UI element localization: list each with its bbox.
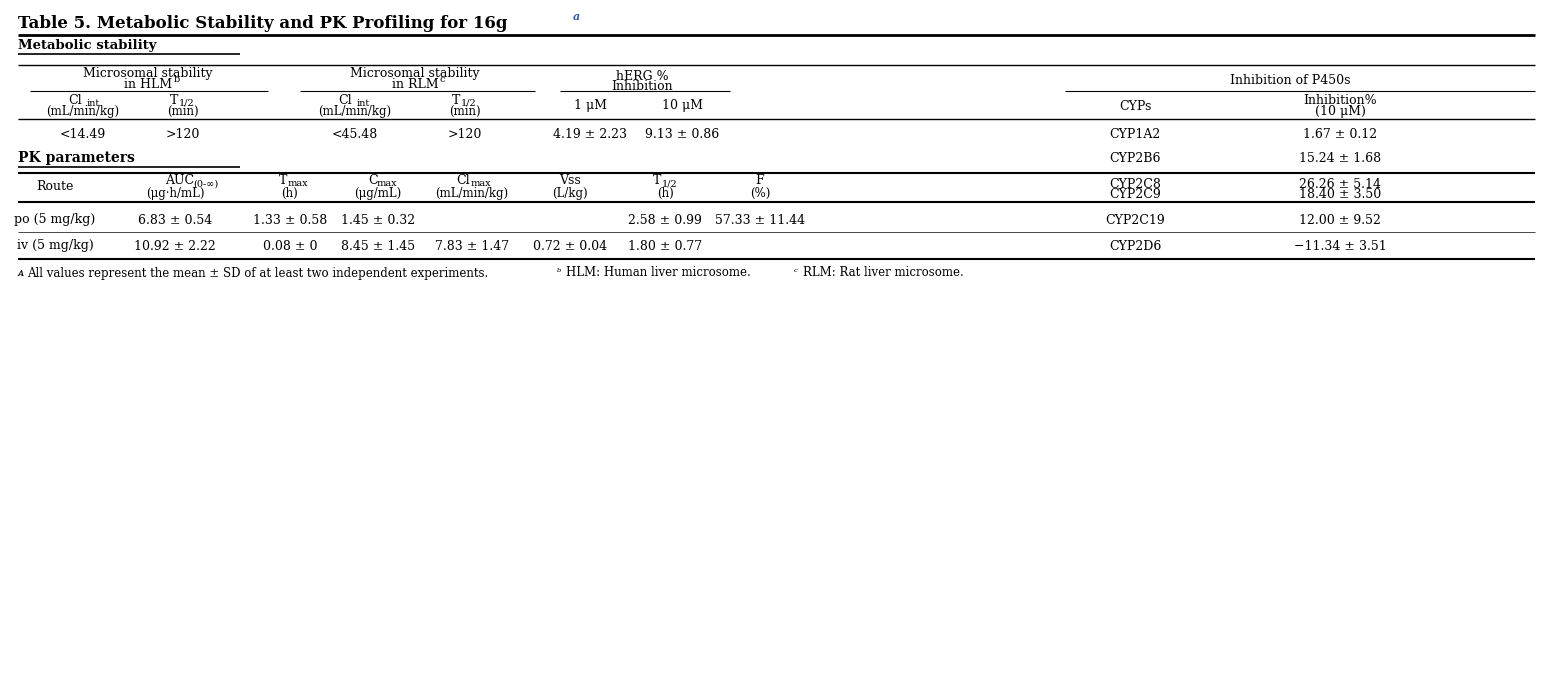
Text: 1.80 ± 0.77: 1.80 ± 0.77 [628,240,702,253]
Text: a: a [574,10,580,21]
Text: CYP2C8: CYP2C8 [1110,178,1161,191]
Text: Inhibition of P450s: Inhibition of P450s [1229,74,1350,87]
Text: (mL/min/kg): (mL/min/kg) [46,104,119,117]
Text: 4.19 ± 2.23: 4.19 ± 2.23 [553,128,628,141]
Text: 18.40 ± 3.50: 18.40 ± 3.50 [1299,188,1381,201]
Text: in RLM: in RLM [392,77,439,91]
Text: 1.33 ± 0.58: 1.33 ± 0.58 [253,214,327,227]
Text: po (5 mg/kg): po (5 mg/kg) [14,214,96,227]
Text: F: F [756,174,764,188]
Text: 9.13 ± 0.86: 9.13 ± 0.86 [645,128,719,141]
Text: (0-∞): (0-∞) [194,180,219,189]
Text: (μg/mL): (μg/mL) [355,186,401,199]
Text: RLM: Rat liver microsome.: RLM: Rat liver microsome. [803,266,964,279]
Text: All values represent the mean ± SD of at least two independent experiments.: All values represent the mean ± SD of at… [26,266,491,279]
Text: (10 μM): (10 μM) [1314,104,1366,117]
Text: T: T [653,174,662,188]
Text: 1/2: 1/2 [178,98,195,107]
Text: Inhibition: Inhibition [611,79,673,92]
Text: max: max [471,180,491,189]
Text: 0.72 ± 0.04: 0.72 ± 0.04 [533,240,608,253]
Text: Metabolic stability: Metabolic stability [19,40,157,53]
Text: 1/2: 1/2 [662,180,677,189]
Text: 2.58 ± 0.99: 2.58 ± 0.99 [628,214,702,227]
Text: ᶜ: ᶜ [794,268,798,278]
Text: CYP2D6: CYP2D6 [1108,240,1161,253]
Text: (%): (%) [750,186,770,199]
Text: (mL/min/kg): (mL/min/kg) [436,186,508,199]
Text: 1 μM: 1 μM [574,100,606,113]
Text: Cl: Cl [68,94,82,107]
Text: 7.83 ± 1.47: 7.83 ± 1.47 [436,240,508,253]
Text: iv (5 mg/kg): iv (5 mg/kg) [17,240,93,253]
Text: (h): (h) [657,186,673,199]
Text: (μg·h/mL): (μg·h/mL) [146,186,205,199]
Text: Cl: Cl [456,174,470,188]
Text: ᴀ: ᴀ [19,268,25,278]
Text: (h): (h) [282,186,298,199]
Text: 15.24 ± 1.68: 15.24 ± 1.68 [1299,152,1381,165]
Text: int: int [87,98,101,107]
Text: CYP1A2: CYP1A2 [1110,128,1161,141]
Text: Microsomal stability: Microsomal stability [84,66,212,79]
Text: Microsomal stability: Microsomal stability [350,66,480,79]
Text: 6.83 ± 0.54: 6.83 ± 0.54 [138,214,212,227]
Text: c: c [440,76,445,85]
Text: (L/kg): (L/kg) [552,186,587,199]
Text: max: max [377,180,398,189]
Text: −11.34 ± 3.51: −11.34 ± 3.51 [1294,240,1386,253]
Text: max: max [288,180,308,189]
Text: (mL/min/kg): (mL/min/kg) [318,104,392,117]
Text: T: T [170,94,178,107]
Text: ᵇ: ᵇ [556,268,561,278]
Text: 1/2: 1/2 [460,98,477,107]
Text: C: C [367,174,378,188]
Text: 12.00 ± 9.52: 12.00 ± 9.52 [1299,214,1381,227]
Text: CYP2C19: CYP2C19 [1105,214,1166,227]
Text: <45.48: <45.48 [332,128,378,141]
Text: (min): (min) [167,104,198,117]
Text: 10 μM: 10 μM [662,100,702,113]
Text: HLM: Human liver microsome.: HLM: Human liver microsome. [566,266,755,279]
Text: AUC: AUC [164,174,194,188]
Text: (min): (min) [449,104,480,117]
Text: PK parameters: PK parameters [19,151,135,165]
Text: in HLM: in HLM [124,77,172,91]
Text: Table 5. Metabolic Stability and PK Profiling for 16g: Table 5. Metabolic Stability and PK Prof… [19,14,507,31]
Text: >120: >120 [166,128,200,141]
Text: T: T [279,174,287,188]
Text: 0.08 ± 0: 0.08 ± 0 [264,240,318,253]
Text: 10.92 ± 2.22: 10.92 ± 2.22 [135,240,215,253]
Text: <14.49: <14.49 [60,128,105,141]
Text: CYP2B6: CYP2B6 [1110,152,1161,165]
Text: b: b [174,76,180,85]
Text: 8.45 ± 1.45: 8.45 ± 1.45 [341,240,415,253]
Text: int: int [356,98,370,107]
Text: >120: >120 [448,128,482,141]
Text: 26.26 ± 5.14: 26.26 ± 5.14 [1299,178,1381,191]
Text: hERG %: hERG % [615,70,668,83]
Text: CYPs: CYPs [1119,100,1152,113]
Text: Vss: Vss [560,174,581,188]
Text: Route: Route [36,180,74,193]
Text: CYP2C9: CYP2C9 [1110,188,1161,201]
Text: Inhibition%: Inhibition% [1304,94,1376,107]
Text: 1.45 ± 0.32: 1.45 ± 0.32 [341,214,415,227]
Text: 1.67 ± 0.12: 1.67 ± 0.12 [1304,128,1376,141]
Text: T: T [453,94,460,107]
Text: Cl: Cl [338,94,352,107]
Text: 57.33 ± 11.44: 57.33 ± 11.44 [715,214,804,227]
